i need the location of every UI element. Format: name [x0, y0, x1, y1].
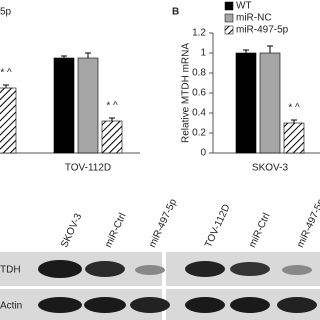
- row-label: TDH: [0, 265, 21, 276]
- band: [230, 262, 270, 276]
- x-tick-label: SKOV-3: [252, 163, 289, 174]
- band: [185, 261, 225, 277]
- lane-label: miR-Ctrl: [247, 212, 272, 250]
- band: [38, 297, 82, 313]
- significance-label: * ^: [0, 68, 12, 79]
- row-label: Actin: [0, 301, 22, 312]
- band: [282, 265, 312, 275]
- band: [230, 297, 270, 313]
- x-tick-label: TOV-112D: [65, 163, 111, 174]
- legend-swatch: [224, 25, 234, 35]
- blot: TDH Actin SKOV-3 miR-Ctrl miR-497-5p TOV…: [0, 197, 320, 320]
- error-bar: [267, 45, 273, 53]
- error-bar: [243, 49, 249, 53]
- y-tick-label: 0: [200, 148, 206, 159]
- y-tick-label: 0.6: [192, 88, 206, 99]
- band: [85, 261, 125, 277]
- bar: [0, 87, 17, 154]
- error-bar: [291, 119, 297, 123]
- y-tick-label: 0.2: [192, 128, 206, 139]
- legend-swatch: [224, 1, 234, 11]
- band: [130, 297, 170, 313]
- significance-label: * ^: [106, 101, 118, 112]
- y-tick-label: 1.2: [192, 28, 206, 39]
- lane-label: miR-497-5p: [295, 197, 320, 249]
- y-tick-label: 0.4: [192, 108, 206, 119]
- legend-fragment: 5p: [0, 7, 12, 18]
- legend-label: WT: [236, 1, 252, 12]
- y-axis-label: Relative MTDH mRNA: [181, 43, 192, 143]
- bar: [235, 52, 257, 154]
- significance-label: * ^: [288, 103, 300, 114]
- error-bar: [109, 117, 115, 121]
- error-bar: [61, 55, 67, 58]
- error-bar: [85, 52, 91, 58]
- bar: [77, 57, 99, 154]
- y-tick-label: 1: [200, 48, 206, 59]
- y-tick-label: 0.8: [192, 68, 206, 79]
- bar: [53, 57, 75, 154]
- band: [277, 297, 317, 313]
- band: [84, 297, 126, 313]
- band: [185, 297, 225, 313]
- legend-label: miR-497-5p: [236, 25, 289, 36]
- error-bar: [3, 84, 9, 88]
- lane-label: miR-497-5p: [147, 197, 179, 249]
- lane-label: miR-Ctrl: [103, 212, 128, 250]
- panel-label: B: [172, 7, 179, 18]
- bar: [101, 120, 123, 154]
- band: [38, 260, 82, 278]
- bar: [283, 122, 305, 154]
- legend-label: miR-NC: [236, 13, 272, 24]
- lane-label: TOV-112D: [203, 203, 233, 250]
- lane-label: SKOV-3: [59, 212, 84, 250]
- band: [135, 265, 165, 275]
- legend-swatch: [224, 13, 234, 23]
- bar: [259, 52, 281, 154]
